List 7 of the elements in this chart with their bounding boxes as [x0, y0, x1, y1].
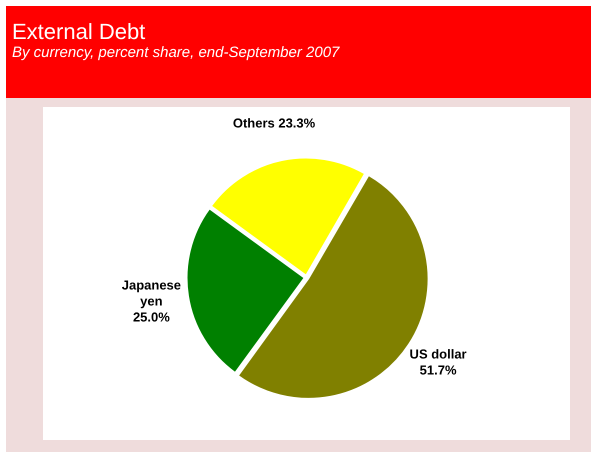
slice-label: Japanese yen [122, 277, 182, 308]
slice-label: US dollar [410, 346, 467, 362]
chart-subtitle: By currency, percent share, end-September 2007 [12, 44, 341, 62]
slice-label: Others 23.3% [232, 115, 316, 130]
data-label: 25.0% [132, 309, 170, 324]
data-label: 51.7% [420, 362, 457, 378]
chart-title: External Debt [12, 18, 146, 44]
